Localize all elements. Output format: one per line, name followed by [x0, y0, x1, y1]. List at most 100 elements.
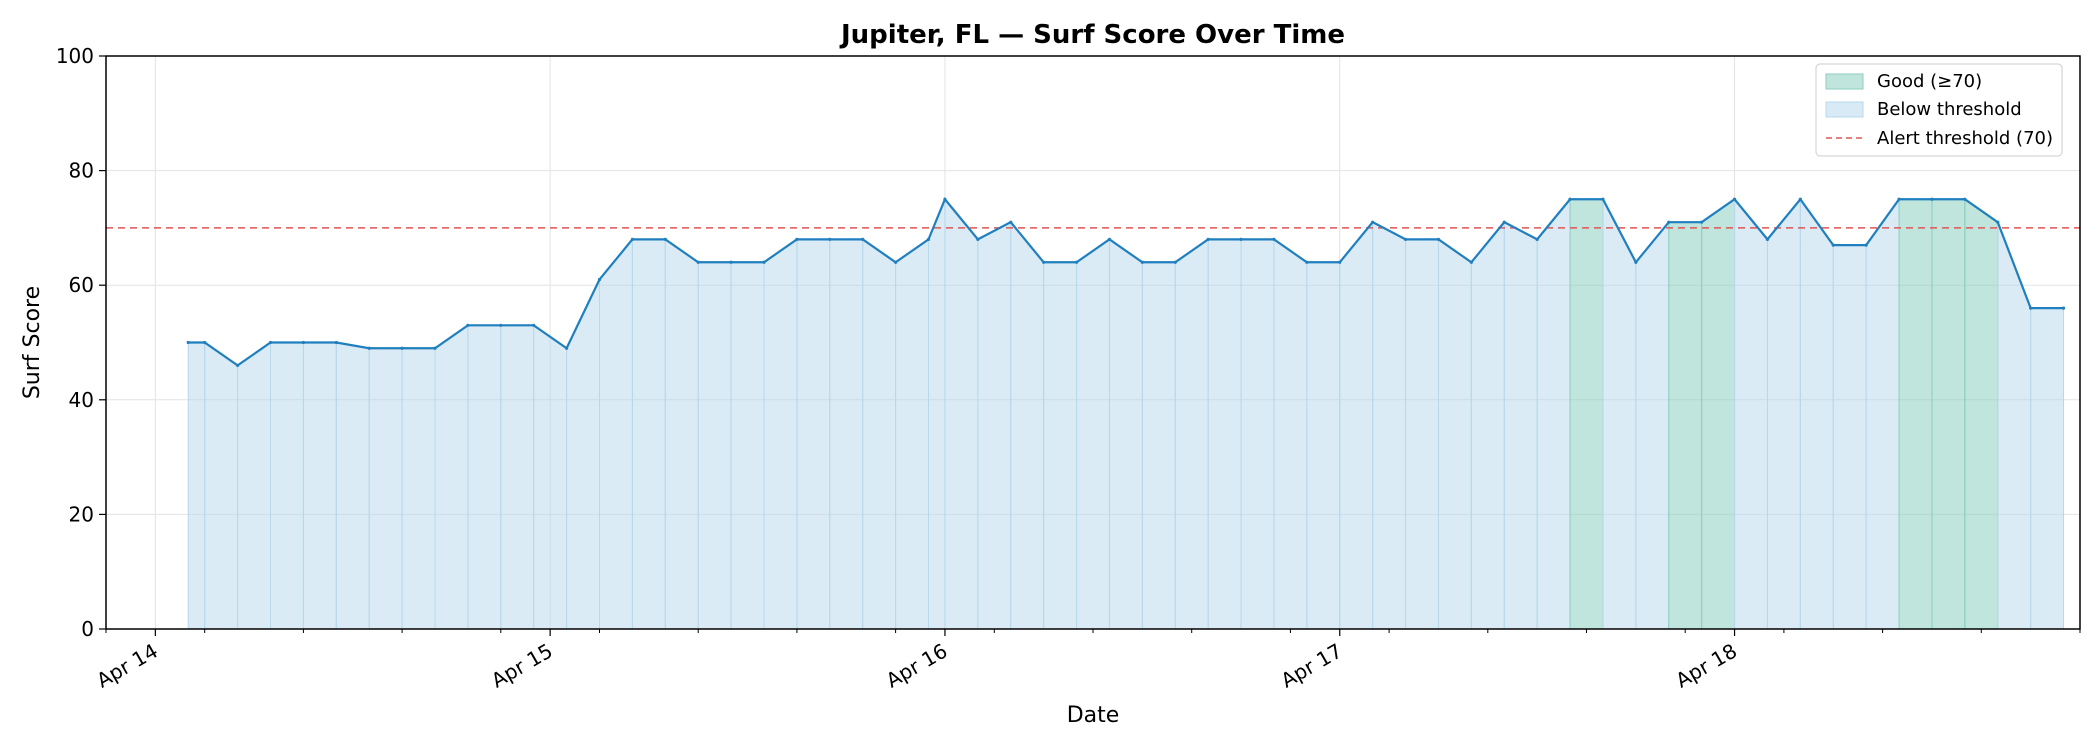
below-area-segment: [1536, 197, 1571, 630]
data-point: [1963, 197, 1967, 201]
line-layer: [186, 197, 2066, 368]
data-point: [400, 346, 404, 350]
legend-box: [1815, 63, 2063, 157]
data-point: [861, 237, 865, 241]
data-point: [367, 346, 371, 350]
below-area-segment: [1207, 238, 1242, 630]
data-point: [926, 237, 931, 241]
data-point: [696, 260, 700, 264]
below-area-segment: [566, 279, 600, 630]
below-area-segment: [2030, 307, 2065, 630]
below-area-segment: [1141, 261, 1176, 630]
data-point: [1371, 220, 1375, 224]
data-point: [828, 237, 832, 241]
legend-label-below: Below threshold: [1877, 99, 2022, 120]
below-area-segment: [533, 324, 568, 630]
data-point: [1502, 220, 1506, 224]
data-point: [1732, 197, 1737, 201]
data-point: [1403, 237, 1408, 241]
below-area-segment: [1043, 261, 1078, 630]
data-point: [597, 277, 602, 282]
data-point: [203, 340, 207, 345]
below-area-segment: [796, 238, 831, 630]
data-point: [1173, 260, 1177, 264]
x-tick-label: Apr 15: [487, 639, 557, 693]
data-point: [943, 197, 947, 201]
data-point: [1074, 260, 1079, 264]
data-point: [1568, 197, 1572, 201]
data-point: [532, 323, 536, 327]
data-point: [1305, 260, 1309, 264]
below-area-segment: [1997, 221, 2032, 630]
data-point: [236, 363, 240, 368]
below-area-segment: [1010, 220, 1045, 630]
below-area-segment: [944, 197, 979, 630]
data-point: [433, 346, 437, 350]
below-area-segment: [335, 341, 370, 630]
data-point: [1634, 260, 1638, 264]
below-area-segment: [1635, 220, 1670, 630]
below-area-segment: [1273, 238, 1308, 630]
data-point: [268, 340, 273, 345]
x-tick-label: Apr 18: [1672, 639, 1742, 693]
data-point: [630, 237, 635, 241]
below-area-segment: [895, 238, 929, 630]
below-area-segment: [1372, 221, 1407, 630]
data-point: [1338, 260, 1342, 264]
below-area-segment: [1865, 197, 1900, 630]
x-tick-label: Apr 14: [92, 639, 162, 693]
below-area-segment: [829, 238, 864, 630]
data-point: [1996, 220, 2000, 224]
below-area-segment: [1832, 244, 1867, 630]
legend: Good (≥70) Below threshold Alert thresho…: [1815, 63, 2063, 157]
data-point: [1864, 243, 1868, 247]
data-point: [1535, 237, 1539, 241]
data-point: [663, 237, 667, 241]
data-point: [1831, 243, 1835, 247]
below-area-segment: [1174, 238, 1209, 630]
good-area-segment: [1931, 198, 1966, 630]
below-area-segment: [302, 342, 337, 630]
below-area-segment: [599, 237, 633, 630]
data-point: [894, 260, 898, 264]
below-area-segment: [1766, 197, 1801, 630]
below-area-segment: [467, 324, 502, 630]
data-point: [1798, 197, 1802, 201]
x-tick-label: Apr 16: [882, 639, 952, 693]
below-area-segment: [401, 347, 436, 630]
below-area-segment: [1076, 238, 1110, 630]
data-point: [1206, 237, 1210, 241]
legend-swatch-below: [1825, 101, 1864, 118]
data-point: [1272, 237, 1276, 241]
data-point: [1042, 260, 1046, 264]
data-point: [1436, 237, 1441, 241]
data-point: [1469, 260, 1473, 264]
below-area-segment: [862, 238, 897, 630]
data-point: [2061, 306, 2066, 310]
x-tick-label: Apr 17: [1277, 639, 1347, 693]
good-area-segment: [1668, 221, 1703, 630]
below-area-segment: [1240, 238, 1275, 630]
below-area-segment: [1470, 220, 1505, 630]
data-point: [466, 323, 470, 327]
data-point: [762, 260, 766, 264]
below-area-segment: [434, 324, 469, 630]
below-area-segment: [697, 261, 732, 630]
data-point: [1765, 237, 1770, 241]
below-area-segment: [1503, 221, 1538, 630]
x-axis-title: Date: [1067, 703, 1120, 728]
data-point: [1667, 220, 1671, 224]
y-tick-label: 100: [56, 44, 94, 68]
y-tick-label: 80: [69, 159, 94, 183]
data-point: [1140, 260, 1144, 264]
legend-swatch-good: [1825, 73, 1864, 90]
below-area-segment: [730, 261, 765, 630]
good-area-segment: [1569, 198, 1604, 630]
y-tick-label: 60: [69, 273, 94, 297]
good-area-segment: [1964, 198, 1999, 630]
legend-label-threshold: Alert threshold (70): [1877, 128, 2053, 149]
y-tick-label: 20: [69, 502, 94, 526]
y-tick-label: 40: [69, 388, 94, 412]
below-area-segment: [1734, 197, 1768, 630]
